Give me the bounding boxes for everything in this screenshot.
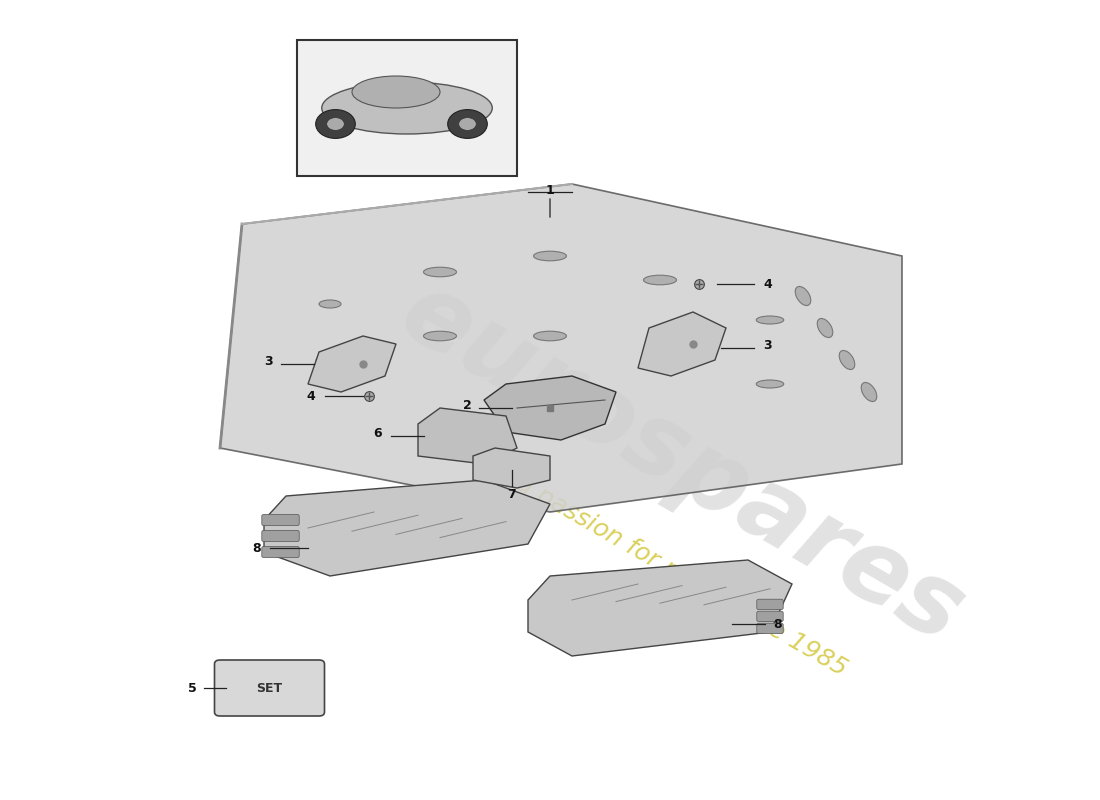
Ellipse shape xyxy=(817,318,833,338)
Ellipse shape xyxy=(757,380,783,388)
Ellipse shape xyxy=(424,331,456,341)
Text: 5: 5 xyxy=(188,682,197,694)
FancyBboxPatch shape xyxy=(214,660,324,716)
Polygon shape xyxy=(264,480,550,576)
Text: 4: 4 xyxy=(763,278,772,290)
Text: 3: 3 xyxy=(264,355,273,368)
Polygon shape xyxy=(220,184,902,512)
Text: eurospares: eurospares xyxy=(384,264,980,664)
Polygon shape xyxy=(484,376,616,440)
Text: 4: 4 xyxy=(307,390,316,402)
Circle shape xyxy=(327,118,344,130)
Text: 1: 1 xyxy=(546,184,554,197)
FancyBboxPatch shape xyxy=(262,530,299,542)
Ellipse shape xyxy=(839,350,855,370)
Circle shape xyxy=(448,110,487,138)
Text: 2: 2 xyxy=(463,399,472,412)
Ellipse shape xyxy=(757,316,783,324)
Ellipse shape xyxy=(321,82,493,134)
FancyBboxPatch shape xyxy=(757,623,783,634)
Ellipse shape xyxy=(424,267,456,277)
Text: 3: 3 xyxy=(763,339,772,352)
Text: a passion for parts since 1985: a passion for parts since 1985 xyxy=(513,471,851,681)
Circle shape xyxy=(316,110,355,138)
Polygon shape xyxy=(418,408,517,464)
Ellipse shape xyxy=(644,275,676,285)
Polygon shape xyxy=(638,312,726,376)
Ellipse shape xyxy=(317,355,343,365)
Text: 8: 8 xyxy=(773,618,782,630)
Ellipse shape xyxy=(861,382,877,402)
FancyBboxPatch shape xyxy=(757,611,783,622)
FancyBboxPatch shape xyxy=(262,514,299,526)
Text: 8: 8 xyxy=(252,542,261,554)
Ellipse shape xyxy=(795,286,811,306)
Text: SET: SET xyxy=(256,682,283,694)
Ellipse shape xyxy=(352,76,440,108)
FancyBboxPatch shape xyxy=(297,40,517,176)
Text: 6: 6 xyxy=(373,427,382,440)
Text: 7: 7 xyxy=(507,488,516,501)
Polygon shape xyxy=(528,560,792,656)
Ellipse shape xyxy=(644,355,676,365)
Polygon shape xyxy=(308,336,396,392)
Circle shape xyxy=(459,118,476,130)
Ellipse shape xyxy=(319,300,341,308)
FancyBboxPatch shape xyxy=(262,546,299,558)
Ellipse shape xyxy=(534,251,566,261)
FancyBboxPatch shape xyxy=(757,599,783,610)
Ellipse shape xyxy=(534,331,566,341)
Polygon shape xyxy=(473,448,550,488)
